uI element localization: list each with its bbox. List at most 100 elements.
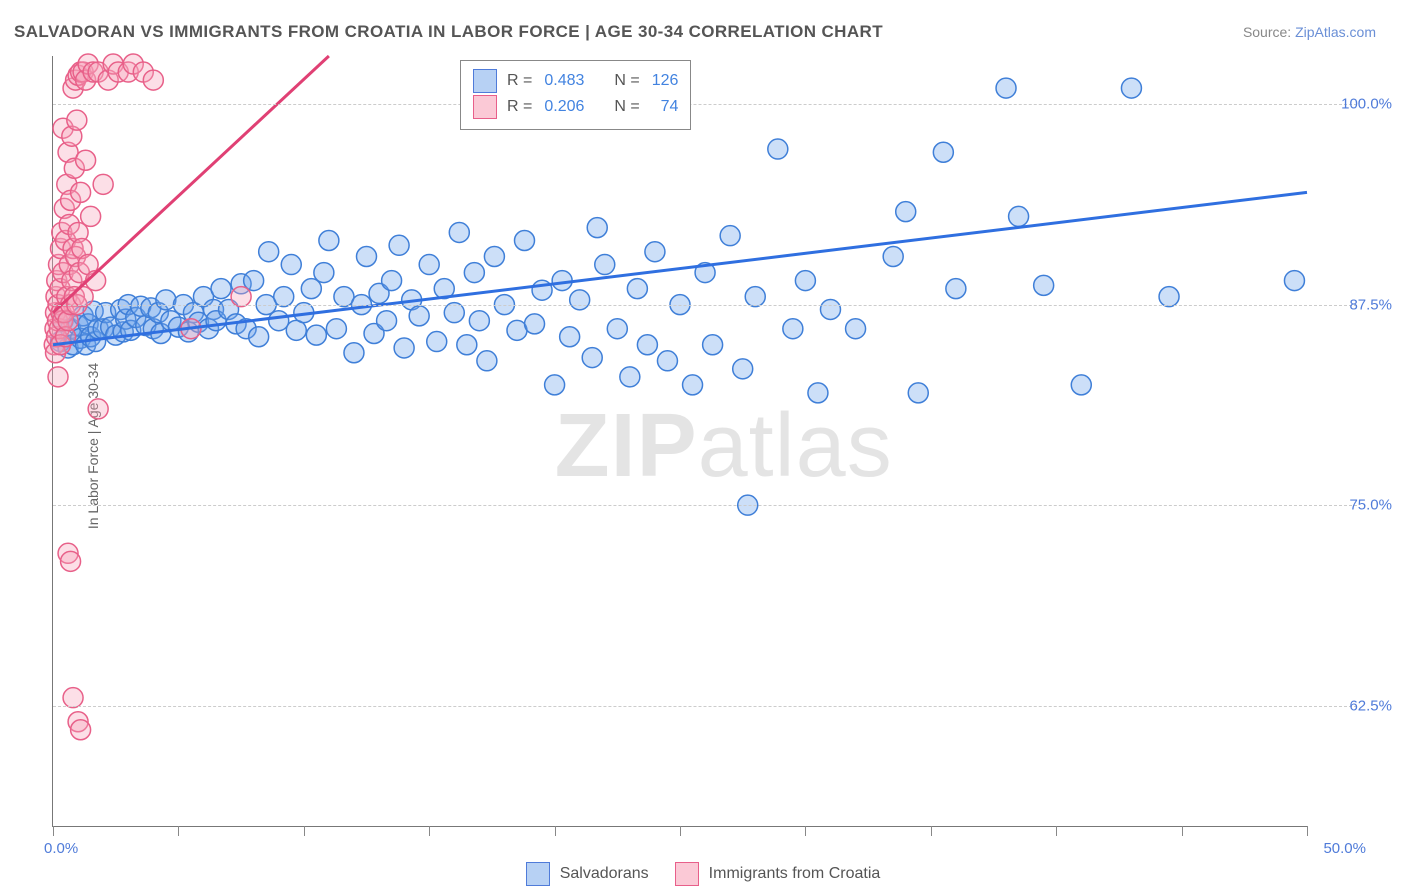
- data-point: [449, 222, 469, 242]
- data-point: [627, 279, 647, 299]
- data-point: [1284, 271, 1304, 291]
- data-point: [326, 319, 346, 339]
- n-label: N =: [614, 98, 639, 116]
- data-point: [484, 247, 504, 267]
- legend-bottom: Salvadorans Immigrants from Croatia: [0, 862, 1406, 886]
- legend-swatch: [675, 862, 699, 886]
- source-credit: Source: ZipAtlas.com: [1243, 24, 1376, 40]
- gridline: [53, 305, 1357, 306]
- data-point: [1009, 206, 1029, 226]
- source-link[interactable]: ZipAtlas.com: [1295, 24, 1376, 40]
- legend-label: Immigrants from Croatia: [709, 865, 881, 883]
- data-point: [306, 325, 326, 345]
- y-tick-label: 100.0%: [1341, 96, 1392, 113]
- data-point: [281, 255, 301, 275]
- data-point: [143, 70, 163, 90]
- data-point: [946, 279, 966, 299]
- data-point: [259, 242, 279, 262]
- data-point: [846, 319, 866, 339]
- data-point: [607, 319, 627, 339]
- data-point: [933, 142, 953, 162]
- chart-plot-area: ZIPatlas: [52, 56, 1307, 827]
- chart-title: SALVADORAN VS IMMIGRANTS FROM CROATIA IN…: [14, 22, 883, 42]
- data-point: [394, 338, 414, 358]
- x-tick: [304, 826, 305, 836]
- data-point: [745, 287, 765, 307]
- data-point: [61, 551, 81, 571]
- data-point: [419, 255, 439, 275]
- data-point: [703, 335, 723, 355]
- data-point: [48, 367, 68, 387]
- data-point: [382, 271, 402, 291]
- data-point: [645, 242, 665, 262]
- data-point: [595, 255, 615, 275]
- data-point: [1121, 78, 1141, 98]
- data-point: [720, 226, 740, 246]
- x-tick: [680, 826, 681, 836]
- data-point: [274, 287, 294, 307]
- data-point: [409, 306, 429, 326]
- data-point: [477, 351, 497, 371]
- n-label: N =: [614, 72, 639, 90]
- data-point: [464, 263, 484, 283]
- x-tick: [1307, 826, 1308, 836]
- data-point: [545, 375, 565, 395]
- data-point: [389, 235, 409, 255]
- data-point: [314, 263, 334, 283]
- data-point: [587, 218, 607, 238]
- data-point: [444, 303, 464, 323]
- data-point: [319, 230, 339, 250]
- n-value: 74: [650, 98, 679, 116]
- data-point: [820, 299, 840, 319]
- y-tick-label: 75.0%: [1349, 497, 1392, 514]
- data-point: [76, 150, 96, 170]
- legend-stat-row: R =0.483N =126: [473, 69, 678, 93]
- data-point: [63, 688, 83, 708]
- legend-stats-box: R =0.483N =126R =0.206N = 74: [460, 60, 691, 130]
- data-point: [908, 383, 928, 403]
- data-point: [344, 343, 364, 363]
- x-tick: [1182, 826, 1183, 836]
- data-point: [81, 206, 101, 226]
- data-point: [469, 311, 489, 331]
- data-point: [795, 271, 815, 291]
- legend-swatch: [473, 95, 497, 119]
- data-point: [457, 335, 477, 355]
- y-tick-label: 87.5%: [1349, 296, 1392, 313]
- data-point: [996, 78, 1016, 98]
- gridline: [53, 104, 1357, 105]
- data-point: [883, 247, 903, 267]
- legend-item: Salvadorans: [526, 862, 649, 886]
- data-point: [67, 110, 87, 130]
- data-point: [1159, 287, 1179, 307]
- y-tick-label: 62.5%: [1349, 697, 1392, 714]
- data-point: [88, 399, 108, 419]
- data-point: [733, 359, 753, 379]
- data-point: [683, 375, 703, 395]
- data-point: [620, 367, 640, 387]
- data-point: [657, 351, 677, 371]
- data-point: [71, 720, 91, 740]
- data-point: [525, 314, 545, 334]
- r-label: R =: [507, 98, 532, 116]
- data-point: [357, 247, 377, 267]
- legend-swatch: [473, 69, 497, 93]
- data-point: [808, 383, 828, 403]
- data-point: [560, 327, 580, 347]
- data-point: [783, 319, 803, 339]
- x-axis-label-left: 0.0%: [44, 840, 78, 857]
- data-point: [249, 327, 269, 347]
- data-point: [1071, 375, 1091, 395]
- gridline: [53, 706, 1357, 707]
- data-point: [570, 290, 590, 310]
- x-tick: [429, 826, 430, 836]
- data-point: [377, 311, 397, 331]
- data-point: [427, 332, 447, 352]
- x-tick: [805, 826, 806, 836]
- data-point: [896, 202, 916, 222]
- data-point: [515, 230, 535, 250]
- data-point: [582, 348, 602, 368]
- r-label: R =: [507, 72, 532, 90]
- x-tick: [53, 826, 54, 836]
- chart-svg: [53, 56, 1307, 826]
